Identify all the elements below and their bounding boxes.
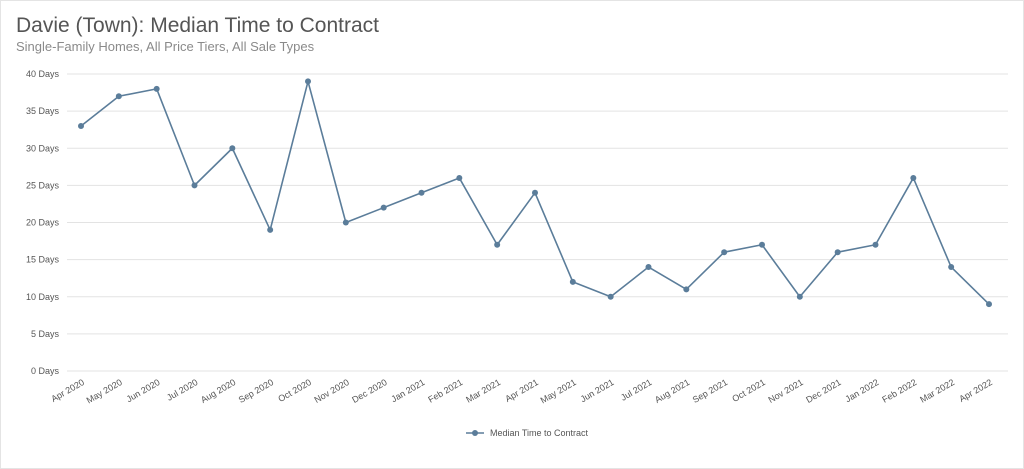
x-tick-label: Apr 2021 xyxy=(503,377,540,404)
data-point[interactable] xyxy=(342,219,349,226)
x-tick-label: Jan 2021 xyxy=(389,377,426,404)
y-tick-label: 10 Days xyxy=(26,292,60,302)
y-tick-label: 25 Days xyxy=(26,180,60,190)
data-point[interactable] xyxy=(78,122,84,129)
data-point[interactable] xyxy=(759,241,765,248)
data-point[interactable] xyxy=(456,174,463,181)
data-point[interactable] xyxy=(683,286,690,293)
x-tick-label: Feb 2022 xyxy=(880,377,918,405)
x-tick-label: May 2021 xyxy=(539,377,578,405)
x-tick-label: Nov 2021 xyxy=(766,377,804,405)
data-point[interactable] xyxy=(191,182,198,189)
x-tick-label: Feb 2021 xyxy=(426,377,464,405)
data-point[interactable] xyxy=(494,241,501,248)
x-tick-label: Jun 2021 xyxy=(579,377,616,404)
y-tick-label: 35 Days xyxy=(26,106,60,116)
x-tick-label: Jul 2021 xyxy=(619,377,653,403)
x-tick-label: Dec 2021 xyxy=(804,377,842,405)
x-tick-label: Jan 2022 xyxy=(843,377,880,404)
data-point[interactable] xyxy=(229,145,236,152)
chart-title: Davie (Town): Median Time to Contract xyxy=(16,14,379,37)
data-point[interactable] xyxy=(948,264,955,271)
y-tick-label: 40 Days xyxy=(26,69,60,79)
data-point[interactable] xyxy=(267,226,274,233)
data-point[interactable] xyxy=(418,189,425,196)
legend-point-marker xyxy=(472,430,478,436)
x-tick-label: Oct 2020 xyxy=(276,377,313,404)
y-axis-ticks: 0 Days 5 Days 10 Days 15 Days 20 Days 25 Days… xyxy=(26,69,60,376)
x-tick-label: Jun 2020 xyxy=(125,377,162,404)
data-point[interactable] xyxy=(910,174,917,181)
data-point[interactable] xyxy=(380,204,387,211)
x-tick-label: Aug 2021 xyxy=(653,377,691,405)
x-tick-label: Sep 2020 xyxy=(237,377,275,405)
x-tick-label: May 2020 xyxy=(85,377,124,405)
y-tick-label: 0 Days xyxy=(31,366,60,376)
x-tick-label: Nov 2020 xyxy=(312,377,350,405)
x-tick-label: Apr 2022 xyxy=(957,377,994,404)
data-point[interactable] xyxy=(115,93,122,100)
x-tick-label: Jul 2020 xyxy=(165,377,199,403)
y-tick-label: 20 Days xyxy=(26,218,60,228)
x-tick-label: Oct 2021 xyxy=(730,377,767,404)
series-median-time-to-contract xyxy=(78,78,992,308)
x-tick-label: Mar 2021 xyxy=(464,377,502,405)
data-point[interactable] xyxy=(872,241,879,248)
data-point[interactable] xyxy=(305,78,311,85)
data-point[interactable] xyxy=(721,249,728,256)
y-tick-label: 30 Days xyxy=(26,143,60,153)
data-point[interactable] xyxy=(834,249,841,256)
data-point[interactable] xyxy=(607,293,614,300)
y-tick-label: 15 Days xyxy=(26,255,60,265)
chart-subtitle: Single-Family Homes, All Price Tiers, Al… xyxy=(16,39,315,54)
legend-label[interactable]: Median Time to Contract xyxy=(490,428,589,438)
data-point[interactable] xyxy=(569,278,576,285)
x-tick-label: Aug 2020 xyxy=(199,377,237,405)
gridlines xyxy=(67,73,1008,372)
data-point[interactable] xyxy=(796,293,803,300)
y-tick-label: 5 Days xyxy=(31,329,60,339)
x-tick-label: Sep 2021 xyxy=(691,377,729,405)
x-tick-label: Mar 2022 xyxy=(918,377,956,405)
data-point[interactable] xyxy=(986,301,992,308)
x-tick-label: Dec 2020 xyxy=(350,377,388,405)
data-point[interactable] xyxy=(153,85,160,92)
data-point[interactable] xyxy=(532,189,538,196)
legend[interactable]: Median Time to Contract xyxy=(466,428,589,438)
x-tick-label: Apr 2020 xyxy=(49,377,86,404)
data-point[interactable] xyxy=(645,264,652,271)
